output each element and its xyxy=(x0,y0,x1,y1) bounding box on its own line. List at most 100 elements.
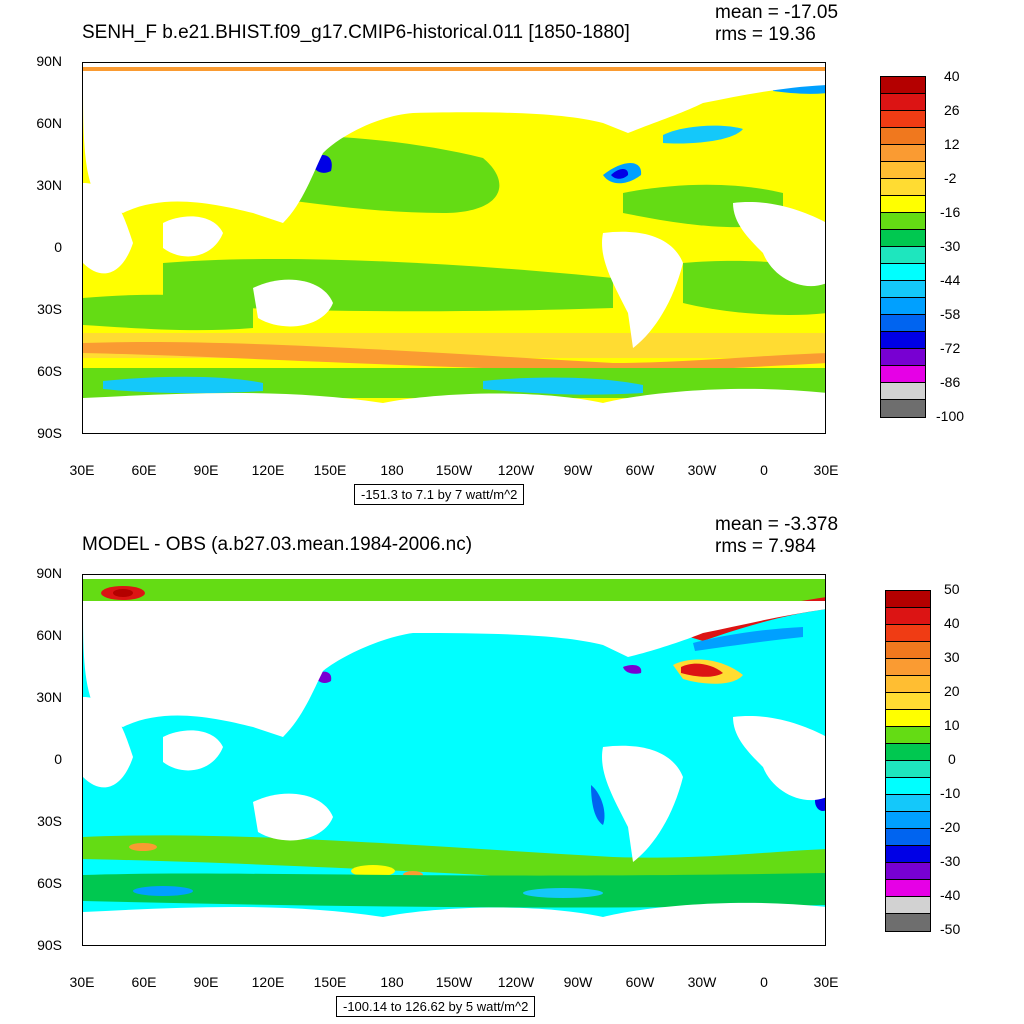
y-tick-label: 60N xyxy=(36,115,62,131)
antarctica-land xyxy=(83,902,825,921)
antarctic-blue-1 xyxy=(103,376,263,394)
colorbar-swatch xyxy=(886,795,930,812)
x-tick-label: 120W xyxy=(497,462,535,478)
arctic-band xyxy=(83,579,825,601)
colorbar-label: 10 xyxy=(944,717,960,733)
x-tick-label: 30E xyxy=(69,974,95,990)
colorbar-label: -16 xyxy=(940,204,961,220)
colorbar-swatch xyxy=(881,111,925,128)
colorbar-label: -40 xyxy=(940,887,961,903)
colorbar-swatch xyxy=(881,247,925,264)
southern-yellow-spot xyxy=(351,865,395,877)
x-tick-label: 30E xyxy=(69,462,95,478)
north-atlantic-blue xyxy=(693,627,803,651)
antarctic-blue-2 xyxy=(523,888,603,898)
colorbar-label: -50 xyxy=(940,921,961,937)
x-tick-label: 180 xyxy=(380,462,404,478)
colorbar-swatch xyxy=(886,863,930,880)
colorbar-label: -2 xyxy=(944,170,957,186)
colorbar-swatch xyxy=(886,897,930,914)
southern-orange-streak xyxy=(83,342,825,371)
y-tick-label: 30S xyxy=(37,301,62,317)
arctic-dark-red-core xyxy=(113,589,133,597)
y-tick-label: 0 xyxy=(54,239,62,255)
colorbar-swatch xyxy=(881,315,925,332)
colorbar-swatch xyxy=(886,659,930,676)
x-tick-label: 60W xyxy=(625,462,655,478)
antarctic-blue-1 xyxy=(133,886,193,896)
x-tick-label: 150W xyxy=(435,462,473,478)
colorbar-label: 50 xyxy=(944,581,960,597)
senh-f-panel: SENH_F b.e21.BHIST.f09_g17.CMIP6-histori… xyxy=(36,2,964,505)
x-tick-label: 120E xyxy=(251,462,285,478)
y-tick-label: 30S xyxy=(37,813,62,829)
colorbar-label: 0 xyxy=(948,751,956,767)
colorbar-swatch xyxy=(886,710,930,727)
colorbar-label: 12 xyxy=(944,136,960,152)
colorbar-label: -30 xyxy=(940,853,961,869)
colorbar-swatch xyxy=(886,591,930,608)
colorbar-label: -20 xyxy=(940,819,961,835)
colorbar-swatch xyxy=(881,383,925,400)
x-tick-label: 60E xyxy=(131,974,157,990)
colorbar-label: 40 xyxy=(944,68,960,84)
colorbar-label: 30 xyxy=(944,649,960,665)
x-tick-label: 30E xyxy=(813,974,839,990)
x-tick-label: 60E xyxy=(131,462,157,478)
land-masses xyxy=(83,71,825,409)
australia-land xyxy=(253,793,333,841)
colorbar-swatch xyxy=(886,846,930,863)
colorbar-swatch xyxy=(881,264,925,281)
colorbar-swatch xyxy=(886,625,930,642)
colorbar-label: 20 xyxy=(944,683,960,699)
antarctic-blue-2 xyxy=(483,377,643,395)
colorbar-label: -10 xyxy=(940,785,961,801)
x-tick-label: 0 xyxy=(760,974,768,990)
colorbar-swatch xyxy=(886,676,930,693)
labrador-blue xyxy=(663,125,743,144)
y-tick-label: 60S xyxy=(37,363,62,379)
x-tick-label: 30W xyxy=(687,974,717,990)
land-masses xyxy=(83,601,825,921)
india-land xyxy=(163,730,223,771)
gulf-stream-red xyxy=(681,663,723,677)
colorbar-label: 26 xyxy=(944,102,960,118)
x-tick-label: 30E xyxy=(813,462,839,478)
antarctic-band xyxy=(83,873,825,908)
map-plot xyxy=(82,62,826,434)
y-tick-label: 90S xyxy=(37,425,62,441)
mean-label: mean = -17.05 xyxy=(715,2,839,23)
colorbar-swatch xyxy=(881,349,925,366)
colorbar-label: 40 xyxy=(944,615,960,631)
colorbar-swatch xyxy=(881,162,925,179)
antarctica-land xyxy=(83,388,825,409)
x-tick-label: 30W xyxy=(687,462,717,478)
x-tick-label: 90E xyxy=(193,462,219,478)
africa-east-land xyxy=(83,183,133,274)
colorbar-label: -44 xyxy=(940,272,961,288)
africa-east-land xyxy=(83,697,133,788)
colorbar-label: -58 xyxy=(940,306,961,322)
polar-blank-south xyxy=(83,409,825,433)
y-tick-label: 90N xyxy=(36,565,62,581)
y-tick-label: 30N xyxy=(36,177,62,193)
y-tick-label: 30N xyxy=(36,689,62,705)
x-tick-label: 180 xyxy=(380,974,404,990)
model-minus-obs-panel: MODEL - OBS (a.b27.03.mean.1984-2006.nc)… xyxy=(0,512,1024,1024)
south-america-land xyxy=(602,745,683,862)
colorbar-swatch xyxy=(886,608,930,625)
x-tick-label: 150W xyxy=(435,974,473,990)
southern-green-band xyxy=(83,835,825,882)
polar-blank-south xyxy=(83,921,825,945)
colorbar-label: -30 xyxy=(940,238,961,254)
colorbar-swatch xyxy=(881,94,925,111)
rms-label: rms = 19.36 xyxy=(715,24,816,45)
colorbar-swatch xyxy=(881,332,925,349)
africa-west-land xyxy=(733,716,825,801)
colorbar-swatch xyxy=(886,778,930,795)
india-land xyxy=(163,216,223,257)
contour-range-label: -151.3 to 7.1 by 7 watt/m^2 xyxy=(354,484,525,505)
colorbar-swatch xyxy=(886,880,930,897)
y-tick-label: 60S xyxy=(37,875,62,891)
colorbar xyxy=(885,590,931,932)
